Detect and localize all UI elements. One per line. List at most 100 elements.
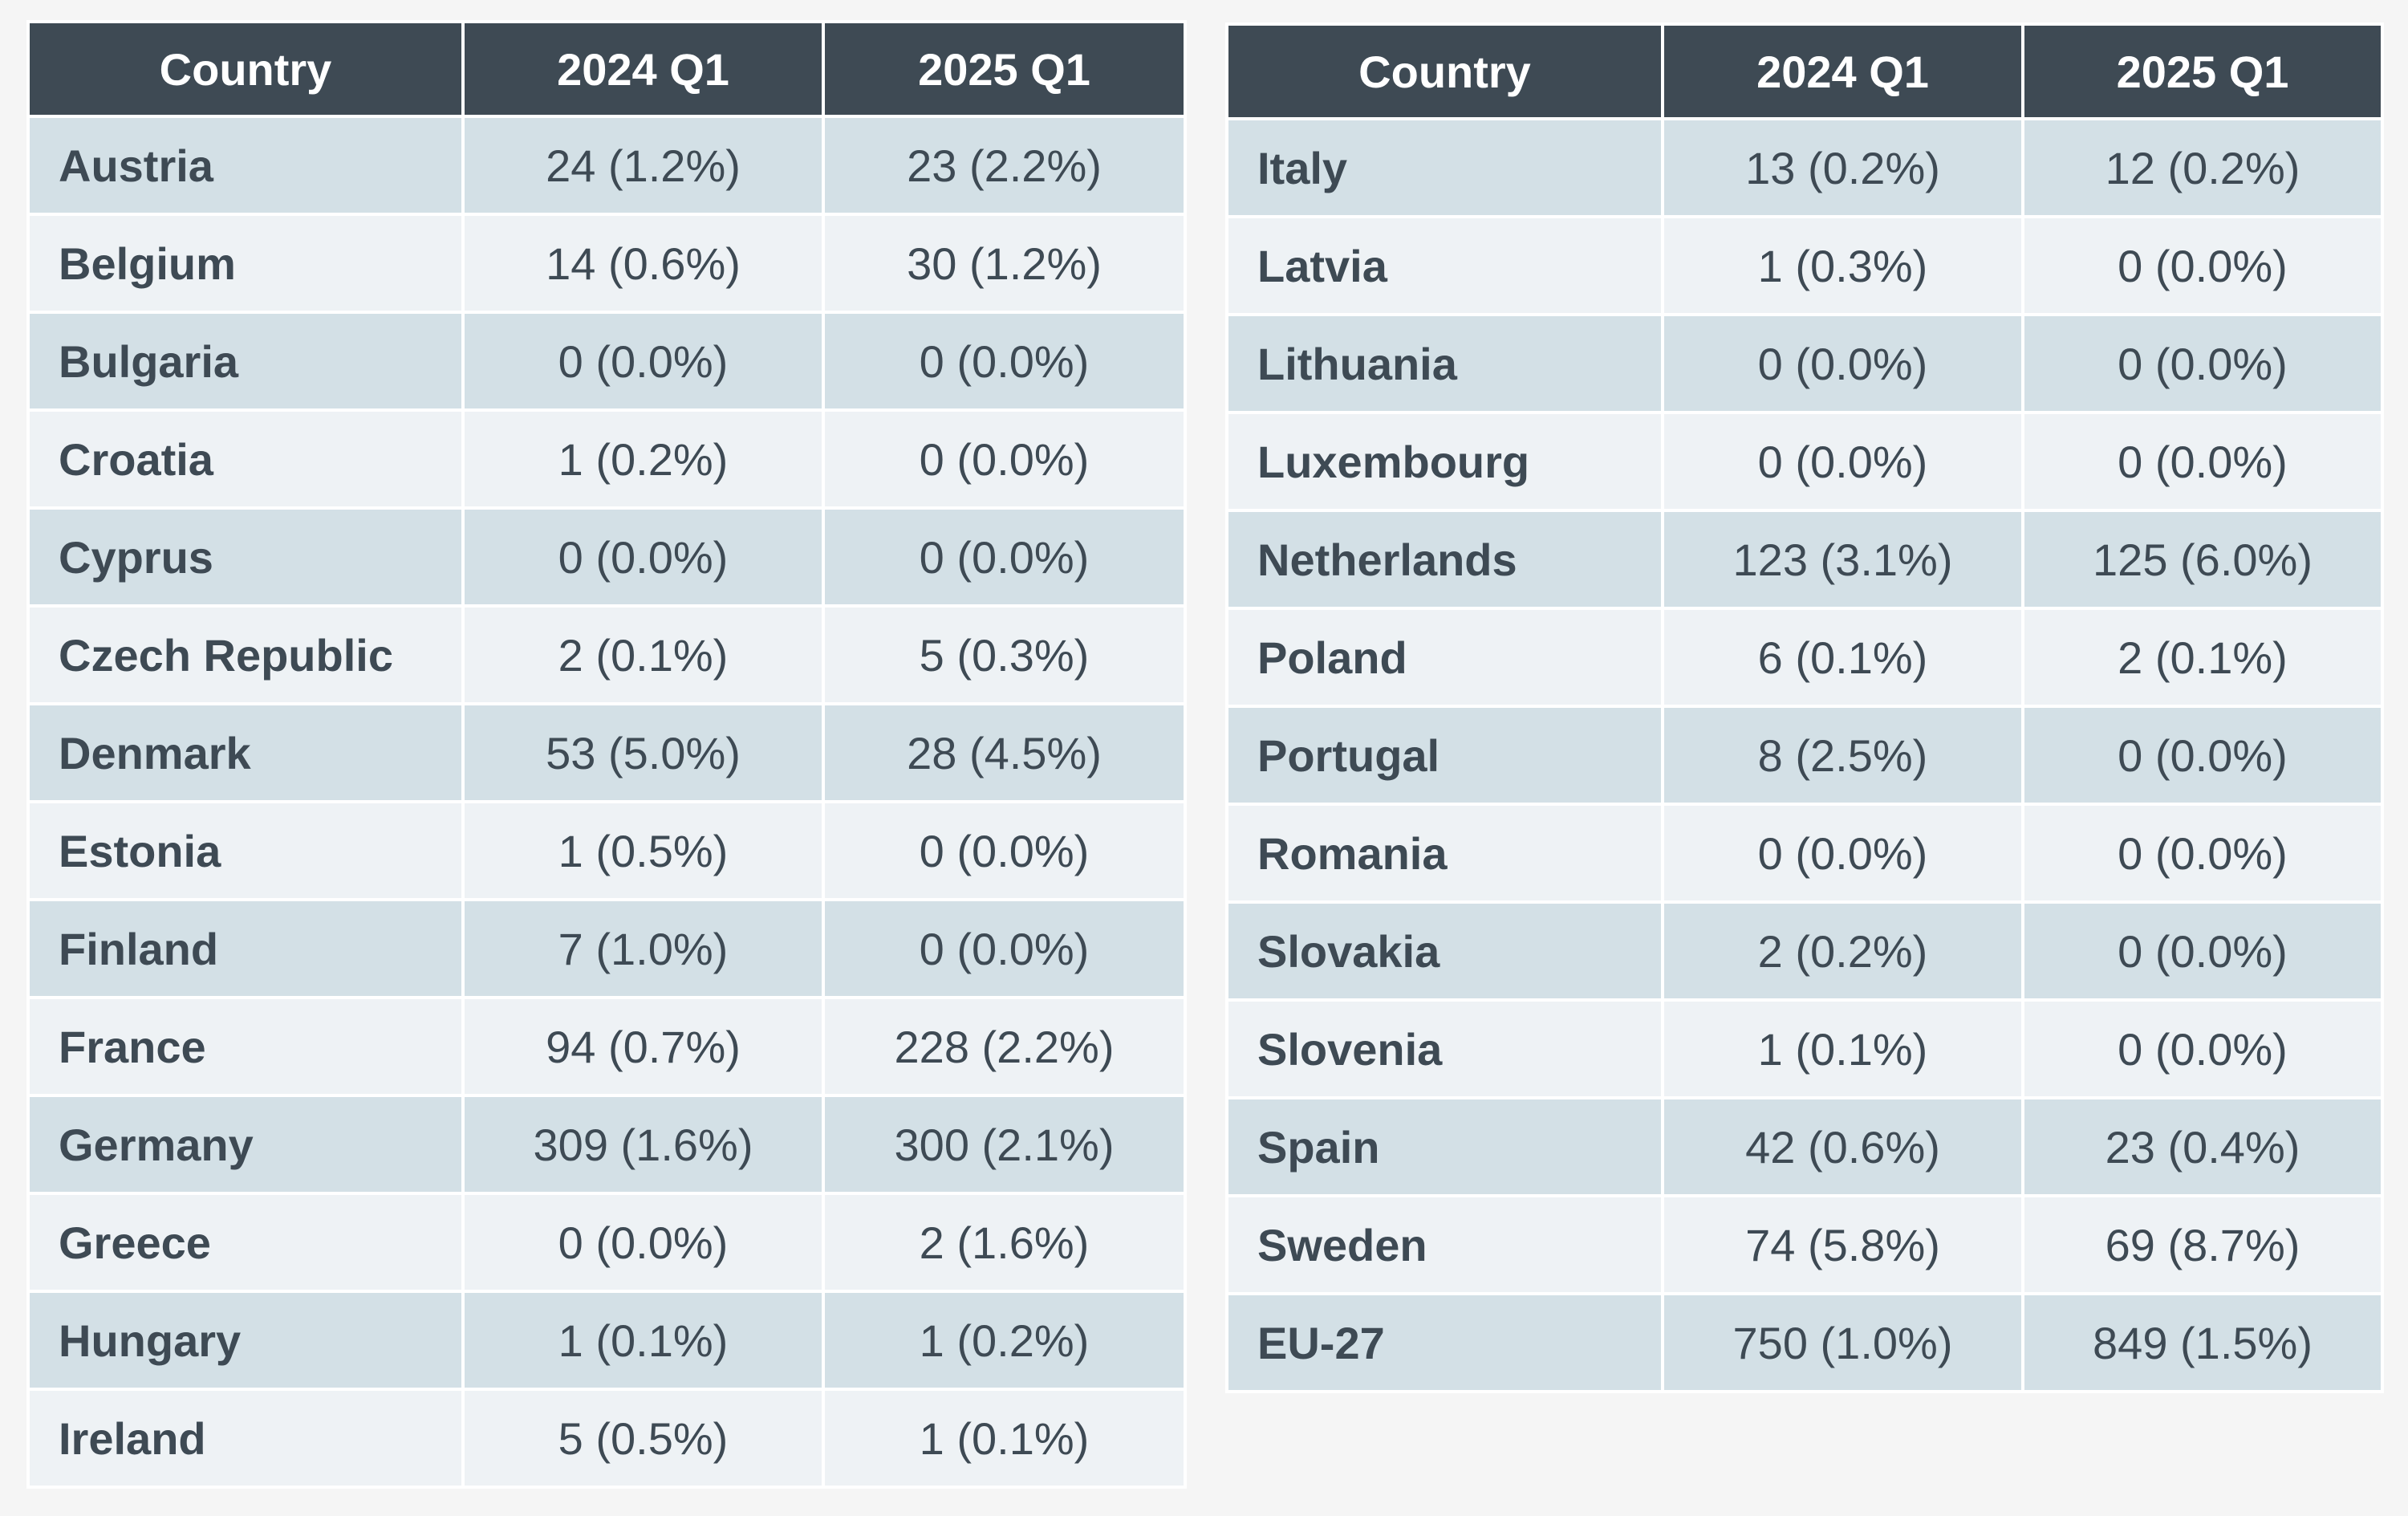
country-cell: Cyprus xyxy=(26,506,465,608)
value-2025-q1-cell: 0 (0.0%) xyxy=(2021,998,2384,1099)
value-2025-q1-cell: 0 (0.0%) xyxy=(822,408,1187,510)
value-2024-q1-cell: 1 (0.5%) xyxy=(461,800,825,901)
country-cell: Romania xyxy=(1225,803,1664,904)
table-row: Croatia 1 (0.2%) 0 (0.0%) xyxy=(26,408,1187,510)
value-2025-q1-cell: 1 (0.1%) xyxy=(822,1388,1187,1489)
table-row: Czech Republic 2 (0.1%) 5 (0.3%) xyxy=(26,604,1187,705)
table-row: France 94 (0.7%) 228 (2.2%) xyxy=(26,996,1187,1097)
country-cell: Spain xyxy=(1225,1096,1664,1197)
value-2024-q1-cell: 2 (0.2%) xyxy=(1661,900,2024,1002)
value-2024-q1-cell: 42 (0.6%) xyxy=(1661,1096,2024,1197)
value-2025-q1-cell: 300 (2.1%) xyxy=(822,1094,1187,1195)
table-row: Ireland 5 (0.5%) 1 (0.1%) xyxy=(26,1388,1187,1489)
header-row: Country 2024 Q1 2025 Q1 xyxy=(1225,22,2384,120)
country-cell: Netherlands xyxy=(1225,509,1664,610)
table-row: Slovenia 1 (0.1%) 0 (0.0%) xyxy=(1225,998,2384,1099)
column-header-country: Country xyxy=(26,20,465,118)
country-cell: Hungary xyxy=(26,1290,465,1391)
value-2024-q1-cell: 0 (0.0%) xyxy=(461,506,825,608)
country-cell: Estonia xyxy=(26,800,465,901)
value-2025-q1-cell: 0 (0.0%) xyxy=(2021,215,2384,316)
country-cell: Denmark xyxy=(26,702,465,803)
country-table-left: Country 2024 Q1 2025 Q1 Austria 24 (1.2%)… xyxy=(26,20,1187,1489)
country-cell: EU-27 xyxy=(1225,1292,1664,1393)
value-2024-q1-cell: 1 (0.3%) xyxy=(1661,215,2024,316)
country-cell: Lithuania xyxy=(1225,313,1664,414)
country-cell: Germany xyxy=(26,1094,465,1195)
value-2025-q1-cell: 0 (0.0%) xyxy=(822,800,1187,901)
column-header-2025-q1: 2025 Q1 xyxy=(822,20,1187,118)
value-2024-q1-cell: 5 (0.5%) xyxy=(461,1388,825,1489)
country-cell: Czech Republic xyxy=(26,604,465,705)
value-2024-q1-cell: 53 (5.0%) xyxy=(461,702,825,803)
value-2024-q1-cell: 309 (1.6%) xyxy=(461,1094,825,1195)
value-2024-q1-cell: 1 (0.1%) xyxy=(1661,998,2024,1099)
table-row: Greece 0 (0.0%) 2 (1.6%) xyxy=(26,1192,1187,1293)
value-2024-q1-cell: 94 (0.7%) xyxy=(461,996,825,1097)
table-row: Austria 24 (1.2%) 23 (2.2%) xyxy=(26,115,1187,216)
value-2024-q1-cell: 0 (0.0%) xyxy=(1661,411,2024,512)
value-2024-q1-cell: 74 (5.8%) xyxy=(1661,1194,2024,1295)
value-2024-q1-cell: 8 (2.5%) xyxy=(1661,705,2024,806)
table-row: Slovakia 2 (0.2%) 0 (0.0%) xyxy=(1225,900,2384,1002)
value-2025-q1-cell: 12 (0.2%) xyxy=(2021,117,2384,218)
country-cell: Slovakia xyxy=(1225,900,1664,1002)
table-row: Sweden 74 (5.8%) 69 (8.7%) xyxy=(1225,1194,2384,1295)
value-2024-q1-cell: 2 (0.1%) xyxy=(461,604,825,705)
table-row: Netherlands 123 (3.1%) 125 (6.0%) xyxy=(1225,509,2384,610)
country-cell: Poland xyxy=(1225,607,1664,708)
value-2025-q1-cell: 2 (1.6%) xyxy=(822,1192,1187,1293)
column-header-2025-q1: 2025 Q1 xyxy=(2021,22,2384,120)
table-row: Lithuania 0 (0.0%) 0 (0.0%) xyxy=(1225,313,2384,414)
country-cell: Ireland xyxy=(26,1388,465,1489)
table-row: Hungary 1 (0.1%) 1 (0.2%) xyxy=(26,1290,1187,1391)
table-row: Germany 309 (1.6%) 300 (2.1%) xyxy=(26,1094,1187,1195)
table-row: Romania 0 (0.0%) 0 (0.0%) xyxy=(1225,803,2384,904)
country-cell: Luxembourg xyxy=(1225,411,1664,512)
value-2024-q1-cell: 7 (1.0%) xyxy=(461,898,825,999)
column-header-2024-q1: 2024 Q1 xyxy=(461,20,825,118)
table-row: Spain 42 (0.6%) 23 (0.4%) xyxy=(1225,1096,2384,1197)
country-cell: Belgium xyxy=(26,213,465,314)
value-2025-q1-cell: 69 (8.7%) xyxy=(2021,1194,2384,1295)
value-2025-q1-cell: 125 (6.0%) xyxy=(2021,509,2384,610)
value-2025-q1-cell: 5 (0.3%) xyxy=(822,604,1187,705)
table-row: Cyprus 0 (0.0%) 0 (0.0%) xyxy=(26,506,1187,608)
value-2025-q1-cell: 2 (0.1%) xyxy=(2021,607,2384,708)
column-header-2024-q1: 2024 Q1 xyxy=(1661,22,2024,120)
table-row: Italy 13 (0.2%) 12 (0.2%) xyxy=(1225,117,2384,218)
value-2025-q1-cell: 30 (1.2%) xyxy=(822,213,1187,314)
value-2024-q1-cell: 14 (0.6%) xyxy=(461,213,825,314)
value-2025-q1-cell: 23 (2.2%) xyxy=(822,115,1187,216)
value-2024-q1-cell: 123 (3.1%) xyxy=(1661,509,2024,610)
value-2024-q1-cell: 6 (0.1%) xyxy=(1661,607,2024,708)
value-2024-q1-cell: 24 (1.2%) xyxy=(461,115,825,216)
table-row: Finland 7 (1.0%) 0 (0.0%) xyxy=(26,898,1187,999)
country-cell: Latvia xyxy=(1225,215,1664,316)
value-2024-q1-cell: 13 (0.2%) xyxy=(1661,117,2024,218)
table-row: Denmark 53 (5.0%) 28 (4.5%) xyxy=(26,702,1187,803)
value-2025-q1-cell: 0 (0.0%) xyxy=(2021,900,2384,1002)
table-row: Poland 6 (0.1%) 2 (0.1%) xyxy=(1225,607,2384,708)
column-header-country: Country xyxy=(1225,22,1664,120)
country-cell: Sweden xyxy=(1225,1194,1664,1295)
value-2025-q1-cell: 23 (0.4%) xyxy=(2021,1096,2384,1197)
value-2024-q1-cell: 1 (0.2%) xyxy=(461,408,825,510)
country-cell: Bulgaria xyxy=(26,311,465,412)
value-2025-q1-cell: 0 (0.0%) xyxy=(822,898,1187,999)
value-2025-q1-cell: 849 (1.5%) xyxy=(2021,1292,2384,1393)
country-cell: Italy xyxy=(1225,117,1664,218)
country-table-right: Country 2024 Q1 2025 Q1 Italy 13 (0.2%) 12… xyxy=(1225,22,2384,1393)
value-2025-q1-cell: 28 (4.5%) xyxy=(822,702,1187,803)
value-2024-q1-cell: 750 (1.0%) xyxy=(1661,1292,2024,1393)
value-2024-q1-cell: 0 (0.0%) xyxy=(1661,313,2024,414)
value-2025-q1-cell: 0 (0.0%) xyxy=(2021,705,2384,806)
table-row: Latvia 1 (0.3%) 0 (0.0%) xyxy=(1225,215,2384,316)
country-cell: Greece xyxy=(26,1192,465,1293)
country-cell: Croatia xyxy=(26,408,465,510)
value-2024-q1-cell: 1 (0.1%) xyxy=(461,1290,825,1391)
value-2024-q1-cell: 0 (0.0%) xyxy=(1661,803,2024,904)
table-row: Belgium 14 (0.6%) 30 (1.2%) xyxy=(26,213,1187,314)
value-2025-q1-cell: 0 (0.0%) xyxy=(2021,313,2384,414)
country-cell: Portugal xyxy=(1225,705,1664,806)
